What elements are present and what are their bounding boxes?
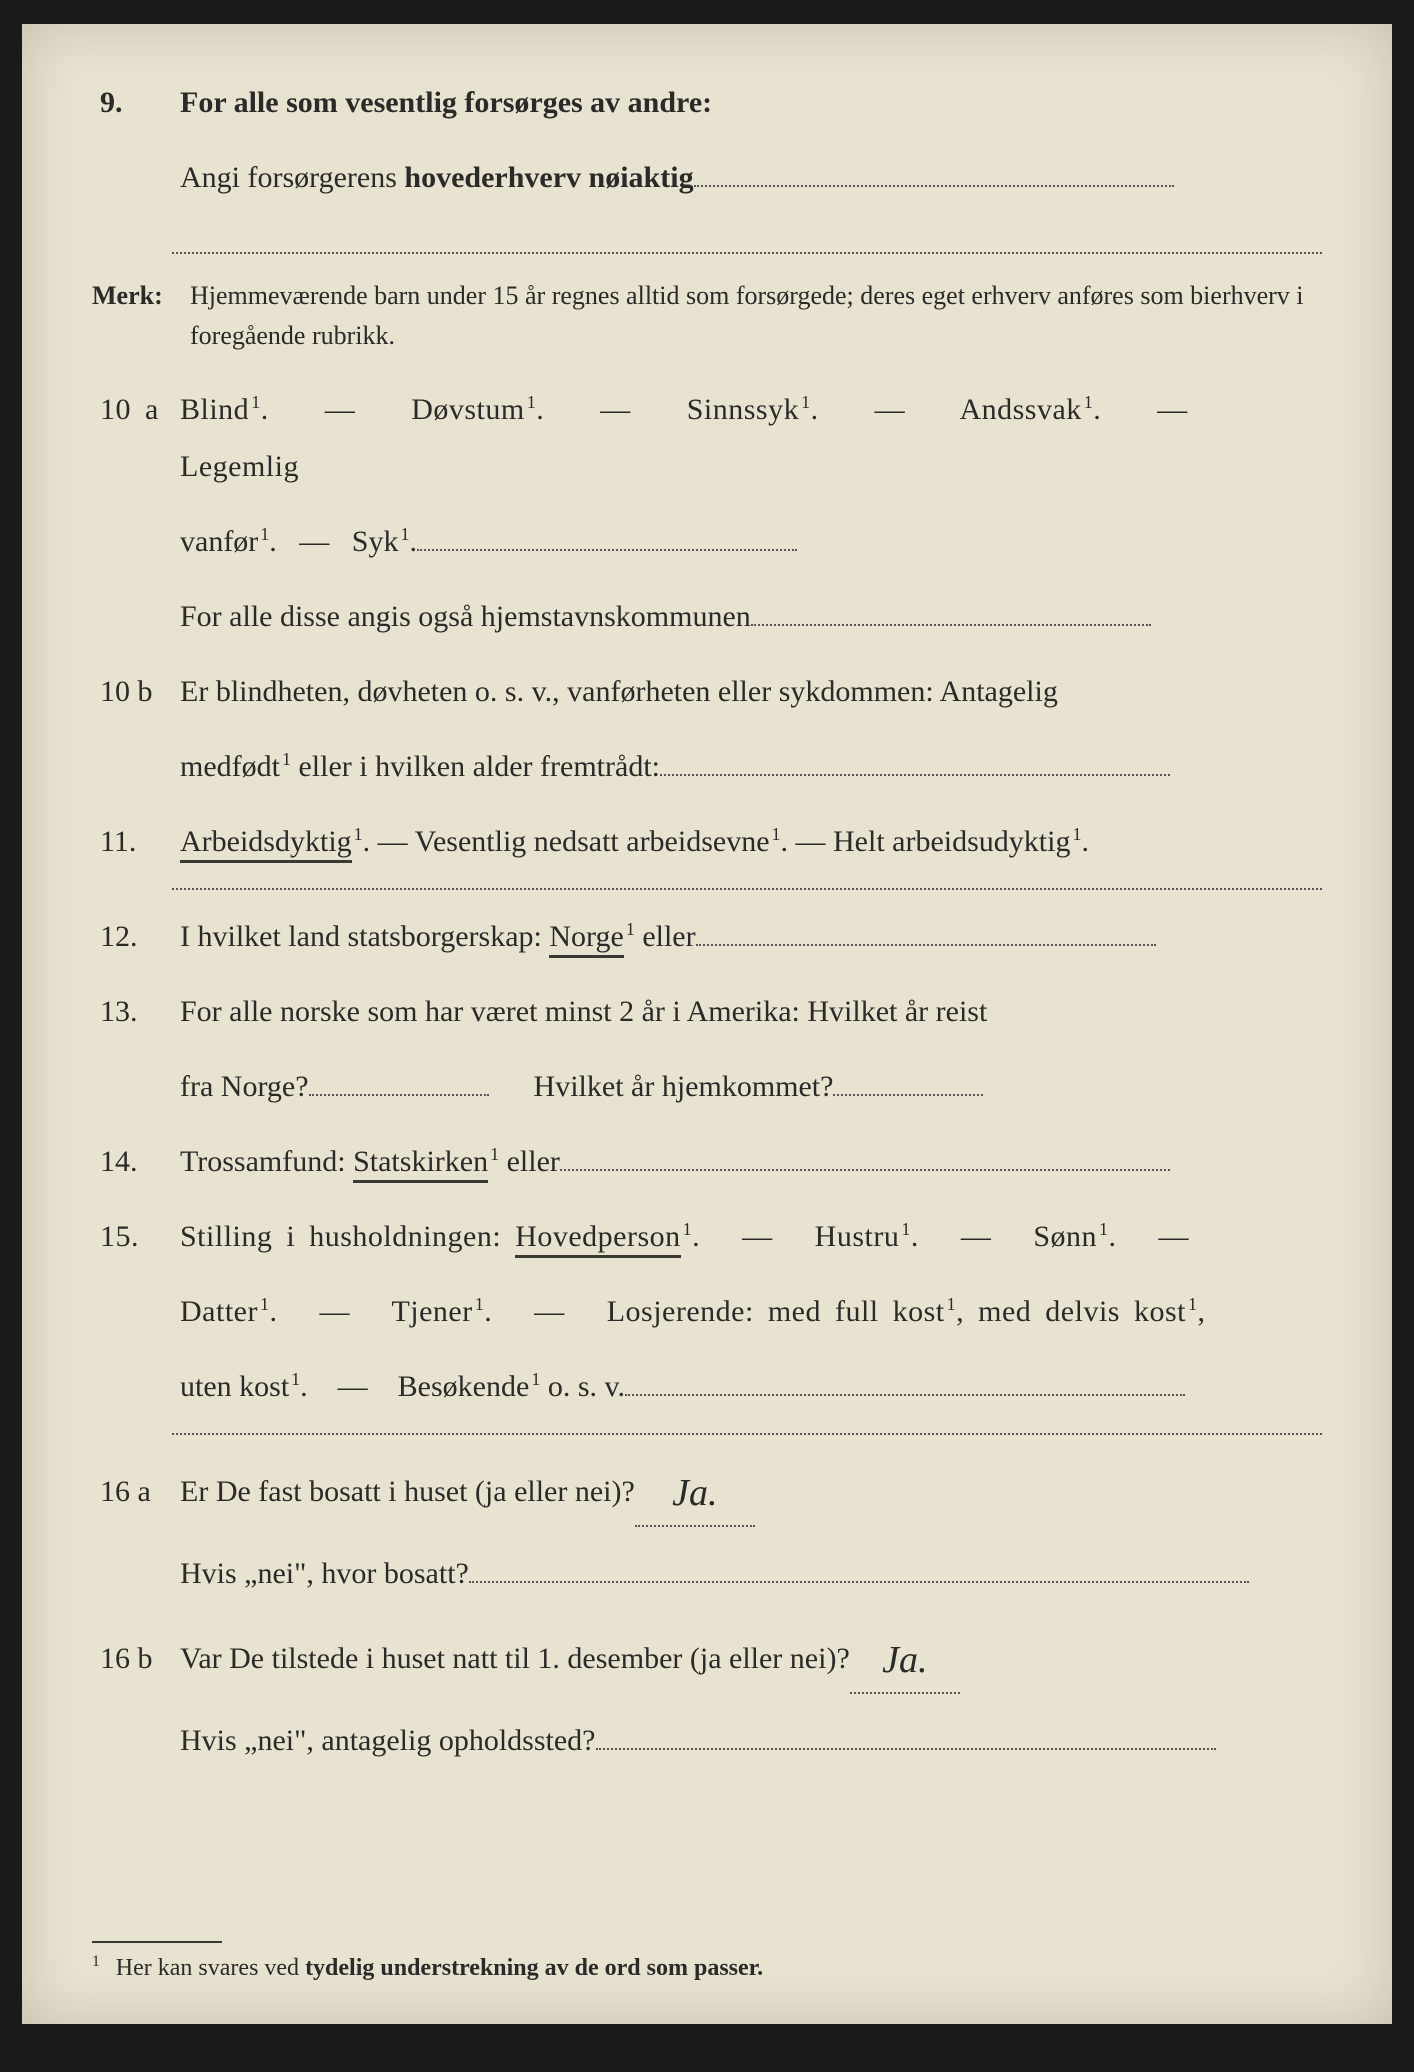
q10b-line2b: eller i hvilken alder fremtrådt: (291, 750, 660, 783)
q16b-answer: Ja. (882, 1624, 927, 1696)
q13-line2b: Hvilket år hjemkommet? (534, 1070, 834, 1103)
q14-number: 14. (92, 1133, 180, 1190)
q10a-opt2: Sinnssyk (687, 393, 799, 426)
q9-line1a: Angi forsørgerens (180, 161, 404, 194)
q15-a: Stilling i husholdningen: (180, 1220, 515, 1253)
q10a-opt3: Andssvak (959, 393, 1081, 426)
q14-a: Trossamfund: (180, 1145, 353, 1178)
q16a-row2: Hvis „nei", hvor bosatt? (92, 1545, 1322, 1602)
footnote-block: 1 Her kan svares ved tydelig understrekn… (92, 1941, 1322, 1982)
q15-delvis: med delvis kost (978, 1295, 1186, 1328)
q16b-number: 16 b (92, 1630, 180, 1687)
q11-number: 11. (92, 813, 180, 870)
document-page: 9. For alle som vesentlig forsørges av a… (22, 24, 1392, 2024)
q12-row: 12. I hvilket land statsborgerskap: Norg… (92, 908, 1322, 965)
q15-sonn: Sønn (1033, 1220, 1097, 1253)
q15-utenkost: uten kost (180, 1370, 289, 1403)
q12-blank (696, 944, 1156, 946)
q10b-blank (660, 774, 1170, 776)
merk-label: Merk: (92, 276, 190, 357)
q16b-q: Var De tilstede i huset natt til 1. dese… (180, 1642, 850, 1675)
q16a-q: Er De fast bosatt i huset (ja eller nei)… (180, 1475, 635, 1508)
footnote-text-a: Her kan svares ved (116, 1955, 305, 1981)
footnote: 1 Her kan svares ved tydelig understrekn… (92, 1953, 1322, 1982)
q10a-row1: 10 a Blind1. — Døvstum1. — Sinnssyk1. — … (92, 381, 1322, 495)
q13-blank1 (309, 1094, 489, 1096)
q15-hovedperson: Hovedperson (515, 1220, 680, 1258)
q9-blank (694, 185, 1174, 187)
q13-blank2 (833, 1094, 983, 1096)
q15-blank (625, 1394, 1185, 1396)
q15-losj: Losjerende: med full kost (607, 1295, 945, 1328)
q11-row: 11. Arbeidsdyktig1. — Vesentlig nedsatt … (92, 813, 1322, 870)
q10a-syk: Syk (352, 525, 399, 558)
q9-blank2 (172, 224, 1322, 254)
footnote-rule (92, 1941, 222, 1943)
q12-norge: Norge (549, 920, 623, 958)
q15-hustru: Hustru (815, 1220, 900, 1253)
q15-besokende: Besøkende (398, 1370, 530, 1403)
q11-c: Helt arbeidsudyktig (833, 825, 1070, 858)
q11-a: Arbeidsdyktig (180, 825, 352, 863)
q10b-number: 10 b (92, 663, 180, 720)
q11-divider (172, 888, 1322, 890)
footnote-text-b: tydelig understrekning av de ord som pas… (305, 1955, 763, 1981)
q14-row: 14. Trossamfund: Statskirken1 eller (92, 1133, 1322, 1190)
q13-row2: fra Norge? Hvilket år hjemkommet? (92, 1058, 1322, 1115)
q14-statskirken: Statskirken (353, 1145, 488, 1183)
q15-datter: Datter (180, 1295, 258, 1328)
q16b-row1: 16 b Var De tilstede i huset natt til 1.… (92, 1620, 1322, 1694)
q10a-number: 10 a (92, 381, 180, 438)
q10b-line1: Er blindheten, døvheten o. s. v., vanfør… (180, 663, 1322, 720)
q16a-blank (469, 1581, 1249, 1583)
q11-b: Vesentlig nedsatt arbeidsevne (415, 825, 770, 858)
q12-number: 12. (92, 908, 180, 965)
q10a-opt1: Døvstum (411, 393, 525, 426)
q10a-blank (417, 549, 797, 551)
q15-tjener: Tjener (391, 1295, 472, 1328)
q10a-row2: vanfør1. — Syk1. (92, 513, 1322, 570)
q15-number: 15. (92, 1208, 180, 1265)
q12-text: I hvilket land statsborgerskap: (180, 920, 549, 953)
q16a-answer: Ja. (672, 1457, 717, 1529)
merk-note: Merk: Hjemmeværende barn under 15 år reg… (92, 276, 1322, 357)
q16a-ans-line: Ja. (635, 1453, 755, 1527)
merk-text: Hjemmeværende barn under 15 år regnes al… (190, 276, 1322, 357)
q13-row1: 13. For alle norske som har været minst … (92, 983, 1322, 1040)
q10b-row1: 10 b Er blindheten, døvheten o. s. v., v… (92, 663, 1322, 720)
q16b-row2: Hvis „nei", antagelig opholdssted? (92, 1712, 1322, 1769)
q13-line1: For alle norske som har været minst 2 år… (180, 983, 1322, 1040)
q16a-number: 16 a (92, 1463, 180, 1520)
q16a-row1: 16 a Er De fast bosatt i huset (ja eller… (92, 1453, 1322, 1527)
q10b-row2: medfødt1 eller i hvilken alder fremtrådt… (92, 738, 1322, 795)
q10a-vanfor: vanfør (180, 525, 258, 558)
q10a-row3: For alle disse angis også hjemstavnskomm… (92, 588, 1322, 645)
q10a-opt4: Legemlig (180, 450, 299, 483)
q10a-line3: For alle disse angis også hjemstavnskomm… (180, 600, 751, 633)
q16b-ans-line: Ja. (850, 1620, 960, 1694)
q16b-blank (596, 1748, 1216, 1750)
q9-number: 9. (92, 74, 180, 131)
q10a-opt0: Blind (180, 393, 249, 426)
q9-line1b: hovederhverv nøiaktig (404, 161, 693, 194)
q15-row2: Datter1. — Tjener1. — Losjerende: med fu… (92, 1283, 1322, 1340)
q16a-l2: Hvis „nei", hvor bosatt? (180, 1557, 469, 1590)
footnote-num: 1 (92, 1953, 100, 1970)
q9-line1: Angi forsørgerens hovederhverv nøiaktig (92, 149, 1322, 206)
q9-title-row: 9. For alle som vesentlig forsørges av a… (92, 74, 1322, 131)
q9-title: For alle som vesentlig forsørges av andr… (180, 74, 1322, 131)
q14-c: eller (507, 1145, 560, 1178)
q15-row1: 15. Stilling i husholdningen: Hovedperso… (92, 1208, 1322, 1265)
q10a-blank2 (751, 624, 1151, 626)
q12-after: eller (642, 920, 695, 953)
q15-divider (172, 1433, 1322, 1435)
q13-line2a: fra Norge? (180, 1070, 309, 1103)
q13-number: 13. (92, 983, 180, 1040)
q10b-medfodt: medfødt (180, 750, 280, 783)
q14-blank (560, 1169, 1170, 1171)
q16b-l2: Hvis „nei", antagelig opholdssted? (180, 1724, 596, 1757)
q15-row3: uten kost1. — Besøkende1 o. s. v. (92, 1358, 1322, 1415)
q15-osv: o. s. v. (548, 1370, 625, 1403)
